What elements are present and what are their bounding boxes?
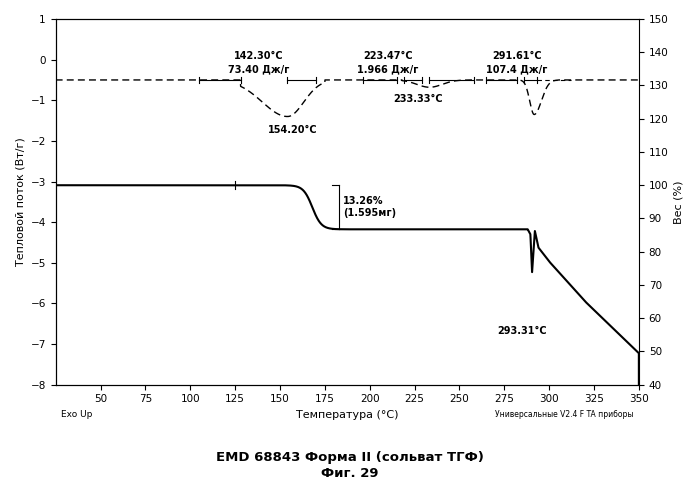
- Text: Exo Up: Exo Up: [62, 410, 93, 419]
- Y-axis label: Вес (%): Вес (%): [674, 180, 684, 224]
- Text: 107.4 Дж/г: 107.4 Дж/г: [487, 65, 547, 75]
- Text: Фиг. 29: Фиг. 29: [321, 467, 378, 478]
- Text: EMD 68843 Форма II (сольват ТГФ): EMD 68843 Форма II (сольват ТГФ): [215, 451, 484, 464]
- Text: 13.26%
(1.595мг): 13.26% (1.595мг): [343, 196, 396, 218]
- X-axis label: Температура (°C): Температура (°C): [296, 410, 398, 420]
- Text: Универсальные V2.4 F TA приборы: Универсальные V2.4 F TA приборы: [495, 410, 633, 419]
- Text: 291.61°C: 291.61°C: [492, 51, 542, 61]
- Text: 73.40 Дж/г: 73.40 Дж/г: [228, 65, 289, 75]
- Text: 142.30°C: 142.30°C: [233, 51, 283, 61]
- Text: 293.31°C: 293.31°C: [498, 326, 547, 336]
- Y-axis label: Тепловой поток (Вт/г): Тепловой поток (Вт/г): [15, 138, 25, 266]
- Text: 1.966 Дж/г: 1.966 Дж/г: [357, 65, 419, 75]
- Text: 233.33°C: 233.33°C: [394, 94, 443, 104]
- Text: 223.47°C: 223.47°C: [363, 51, 412, 61]
- Text: 154.20°C: 154.20°C: [268, 125, 317, 135]
